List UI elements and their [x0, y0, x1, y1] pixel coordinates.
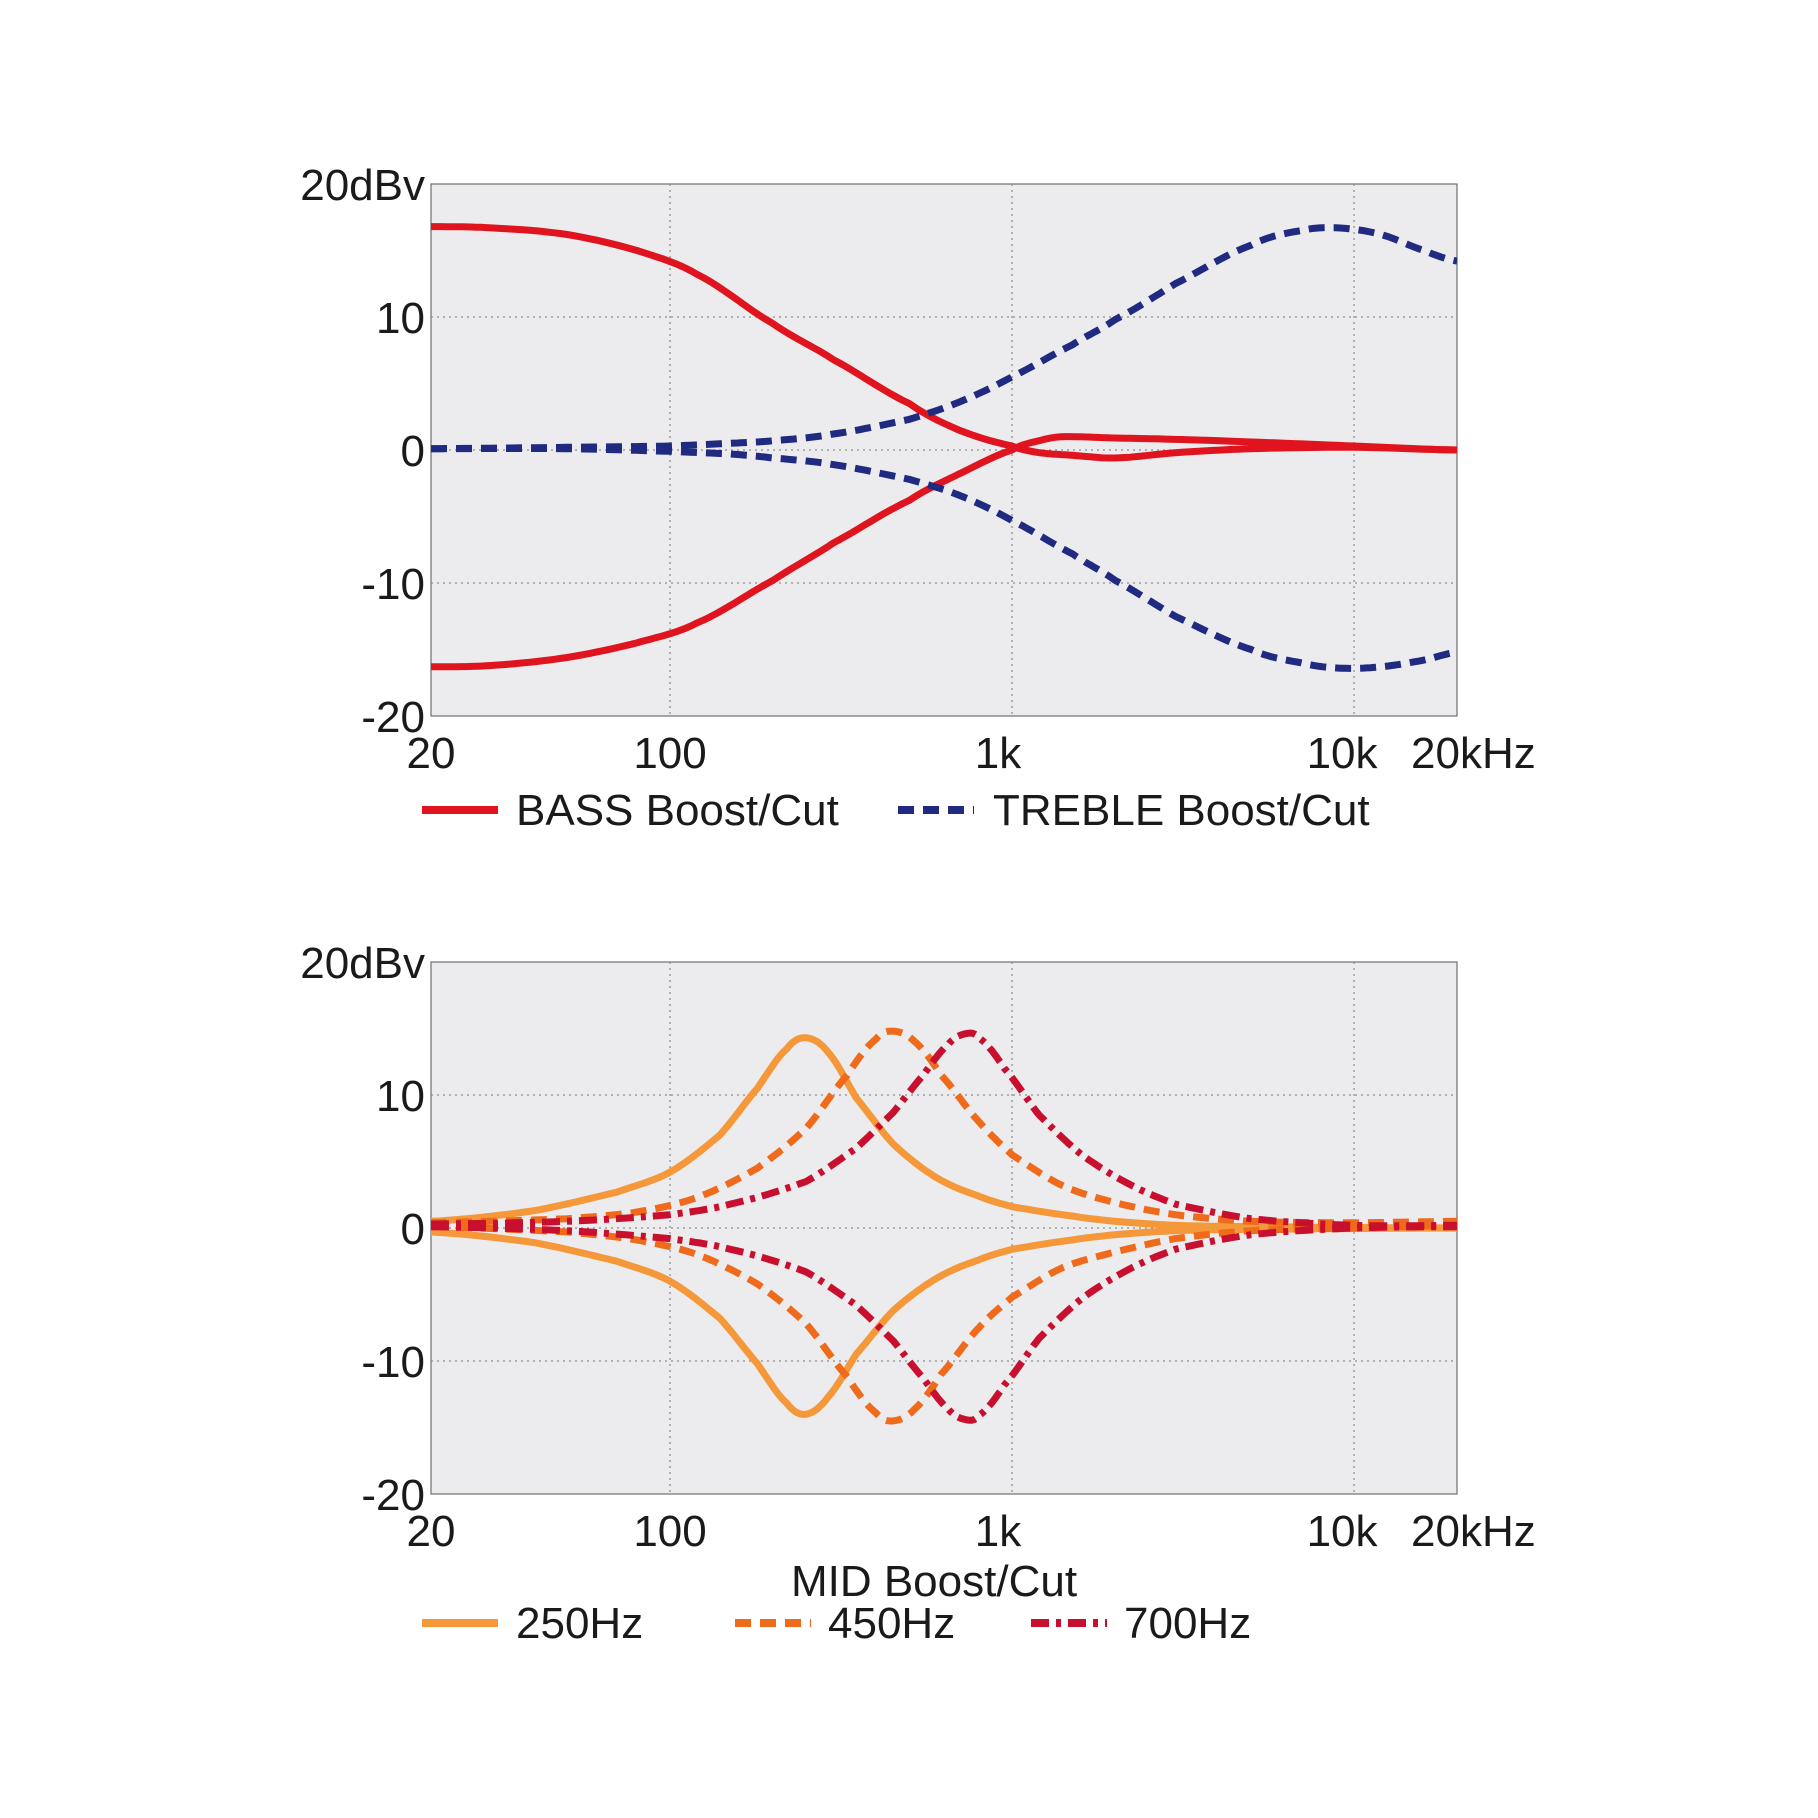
series-line-700hz-cut — [431, 1223, 1457, 1424]
x-tick-label: 20 — [407, 729, 456, 778]
x-tick-label: 20kHz — [1411, 1507, 1536, 1556]
series-group — [431, 1027, 1457, 1425]
y-tick-label: 0 — [401, 1205, 425, 1254]
x-tick-label: 1k — [975, 729, 1022, 778]
y-tick-label: 20dBv — [300, 939, 425, 988]
x-axis-title: MID Boost/Cut — [791, 1557, 1077, 1606]
legend-label: 250Hz — [516, 1599, 643, 1648]
series-line-250hz-cut — [431, 1224, 1457, 1418]
y-tick-label: 10 — [376, 1072, 425, 1121]
y-tick-label: 10 — [376, 294, 425, 343]
y-tick-label: 20dBv — [300, 161, 425, 210]
series-line-450hz-boost — [431, 1027, 1457, 1227]
y-tick-label: -10 — [361, 560, 425, 609]
x-tick-label: 100 — [633, 1507, 706, 1556]
x-tick-label: 10k — [1307, 1507, 1379, 1556]
x-tick-label: 20 — [407, 1507, 456, 1556]
series-line-treble-boost — [431, 224, 1457, 453]
y-tick-label: -20 — [361, 1471, 425, 1520]
series-line-treble-cut — [431, 445, 1457, 672]
legend-label: 450Hz — [828, 1599, 955, 1648]
legend-label: BASS Boost/Cut — [516, 786, 839, 835]
series-line-bass-cut — [431, 433, 1457, 671]
legend-label: 700Hz — [1124, 1599, 1251, 1648]
series-line-bass-boost — [431, 223, 1457, 462]
series-line-250hz-boost — [431, 1034, 1457, 1232]
legend-label: TREBLE Boost/Cut — [993, 786, 1370, 835]
x-tick-label: 1k — [975, 1507, 1022, 1556]
y-tick-label: 0 — [401, 427, 425, 476]
series-line-700hz-boost — [431, 1029, 1457, 1230]
series-group — [431, 223, 1457, 672]
x-tick-label: 10k — [1307, 729, 1379, 778]
series-line-450hz-cut — [431, 1221, 1457, 1425]
legend: 250Hz 450Hz 700Hz — [422, 1599, 1251, 1648]
x-tick-label: 20kHz — [1411, 729, 1536, 778]
x-tick-label: 100 — [633, 729, 706, 778]
y-tick-label: -20 — [361, 693, 425, 742]
y-tick-label: -10 — [361, 1338, 425, 1387]
legend: BASS Boost/Cut TREBLE Boost/Cut — [422, 786, 1370, 835]
